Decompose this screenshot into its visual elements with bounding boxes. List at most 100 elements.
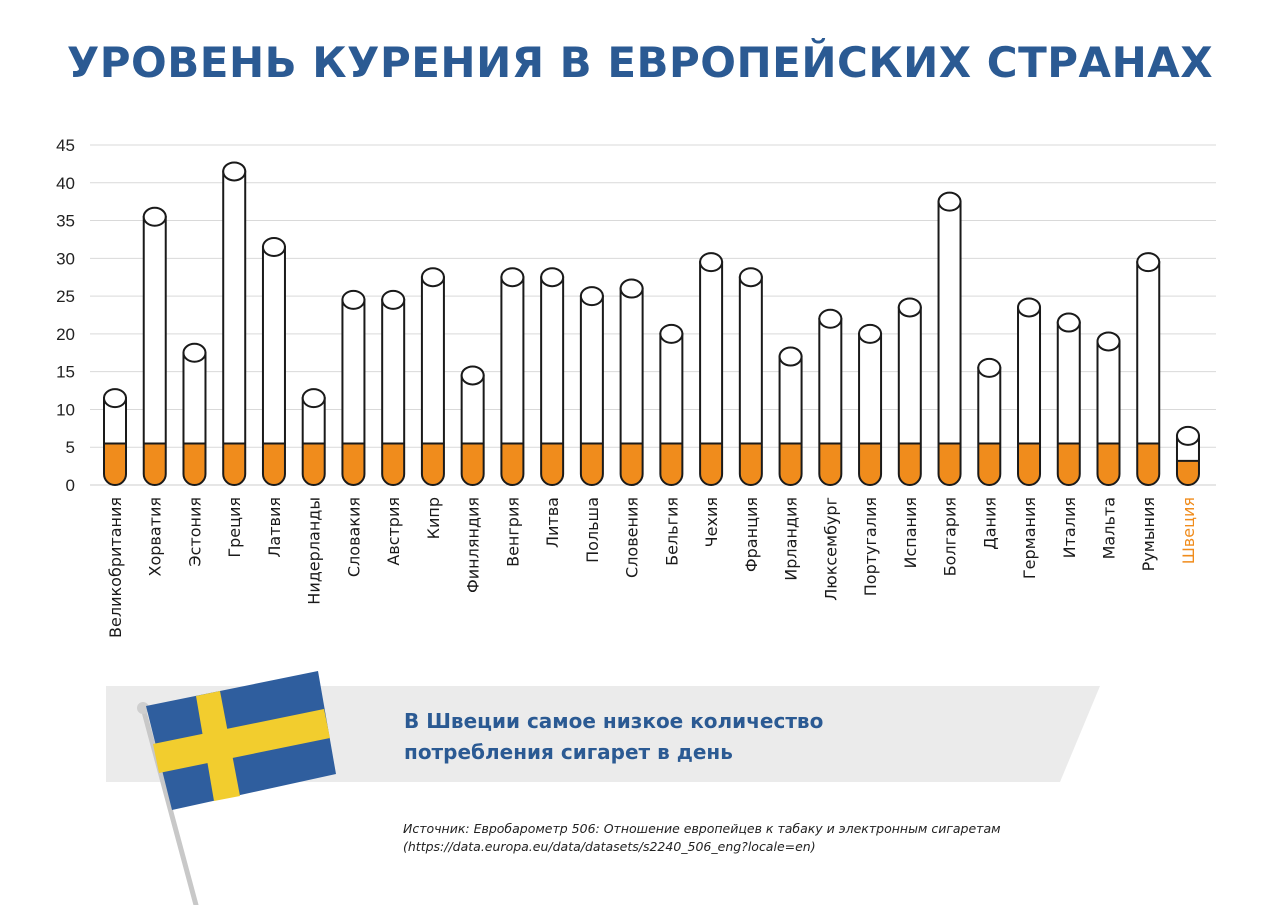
x-tick-label: Венгрия <box>503 497 522 567</box>
bar-cap <box>500 267 525 288</box>
bar-cap <box>420 267 445 288</box>
bar-cap <box>579 286 604 307</box>
bar-body <box>898 307 921 486</box>
bar-body <box>223 171 246 486</box>
source-line-1: Источник: Евробарометр 506: Отношение ев… <box>403 821 1001 836</box>
bar-cap <box>301 388 326 409</box>
bar-outline <box>659 332 684 486</box>
bar-cap <box>103 388 127 409</box>
bar-cap <box>738 267 763 288</box>
bar-filter <box>739 443 762 486</box>
bar-13 <box>619 278 644 486</box>
bar-outline <box>1017 306 1042 486</box>
x-tick-label: Греция <box>225 497 244 558</box>
source-note: Источник: Евробарометр 506: Отношение ев… <box>403 820 1163 856</box>
bar-filter <box>223 443 246 486</box>
bar-cap <box>460 365 485 386</box>
x-tick-label: Словакия <box>344 497 363 577</box>
bar-cap <box>1175 425 1200 446</box>
bar-filter <box>143 443 166 486</box>
bar-filter <box>1097 443 1120 486</box>
bar-cap <box>897 297 922 318</box>
page-title: УРОВЕНЬ КУРЕНИЯ В ЕВРОПЕЙСКИХ СТРАНАХ <box>66 38 1214 87</box>
bar-body <box>501 277 524 486</box>
bar-15 <box>699 252 724 486</box>
bar-filter <box>620 443 643 486</box>
x-tick-label: Нидерланды <box>305 497 324 605</box>
x-tick-label: Франция <box>742 497 761 572</box>
bar-cap <box>937 191 962 212</box>
y-tick-label: 35 <box>56 212 75 231</box>
y-tick-label: 25 <box>56 287 75 306</box>
x-tick-label: Мальта <box>1100 497 1119 559</box>
bar-filter <box>938 443 961 486</box>
bar-20 <box>897 297 922 486</box>
banner-text: В Швеции самое низкое количество потребл… <box>404 706 1004 768</box>
bar-filter <box>819 443 842 486</box>
bar-outline <box>579 295 604 486</box>
bar-filter <box>779 443 802 486</box>
y-tick-label: 5 <box>66 438 75 457</box>
bar-body <box>620 288 643 486</box>
bar-filter <box>1018 443 1041 486</box>
bar-body <box>342 299 365 485</box>
bar-24 <box>1056 312 1081 486</box>
bar-17 <box>778 346 803 486</box>
x-tick-label: Испания <box>901 497 920 569</box>
bar-cap <box>222 161 247 182</box>
bar-filter <box>1057 443 1080 486</box>
x-tick-label: Австрия <box>384 497 403 566</box>
bar-outline <box>103 397 127 486</box>
bar-cap <box>1096 331 1121 352</box>
bars <box>103 161 1200 486</box>
x-tick-label: Финляндия <box>464 497 483 593</box>
x-tick-label: Латвия <box>265 497 284 558</box>
bar-body <box>1018 307 1041 486</box>
banner-line-1: В Швеции самое низкое количество <box>404 709 824 733</box>
x-tick-label: Словения <box>623 497 642 578</box>
bar-outline <box>937 200 962 486</box>
x-tick-label: Португалия <box>861 497 880 596</box>
bar-body <box>938 201 961 486</box>
bar-filter <box>660 443 683 486</box>
bar-outline <box>1136 261 1161 486</box>
banner-background <box>106 686 1100 782</box>
bar-filter <box>501 443 524 486</box>
bar-cap <box>818 308 843 329</box>
bar-outline <box>977 366 1002 486</box>
bar-27 <box>1175 425 1200 486</box>
bar-body <box>739 277 762 486</box>
bar-body <box>700 262 723 486</box>
bar-filter <box>978 443 1001 486</box>
bar-outline <box>381 298 406 486</box>
bar-body <box>580 296 603 486</box>
bar-outline <box>341 298 366 486</box>
bar-filter <box>382 443 405 486</box>
x-tick-label: Литва <box>543 497 562 548</box>
bar-body <box>1137 262 1160 486</box>
bar-outline <box>1096 340 1121 486</box>
bar-outline <box>1056 321 1081 486</box>
bar-16 <box>738 267 763 486</box>
x-tick-label: Италия <box>1060 497 1079 558</box>
bar-chart: 0 5 10 15 20 25 30 35 40 45 Великобритания Хорвати… <box>56 136 1216 638</box>
bar-4 <box>261 237 286 486</box>
banner-line-2: потребления сигарет в день <box>404 740 733 764</box>
x-tick-label: Ирландия <box>782 497 801 581</box>
x-tick-label: Люксембург <box>821 497 840 601</box>
bar-7 <box>381 289 406 486</box>
bar-14 <box>659 323 684 486</box>
x-tick-label: Польша <box>583 497 602 563</box>
y-tick-label: 15 <box>56 363 75 382</box>
bar-cap <box>1017 297 1042 318</box>
bar-1 <box>142 206 167 486</box>
x-tick-label: Румыния <box>1139 497 1158 571</box>
bar-filter <box>183 443 206 486</box>
y-axis-ticks: 0 5 10 15 20 25 30 35 40 45 <box>56 136 75 495</box>
bar-body <box>382 299 405 486</box>
bar-19 <box>858 323 883 486</box>
bar-cap <box>858 323 883 344</box>
bar-outline <box>1175 434 1200 486</box>
bar-9 <box>460 365 485 486</box>
y-tick-label: 40 <box>56 174 75 193</box>
